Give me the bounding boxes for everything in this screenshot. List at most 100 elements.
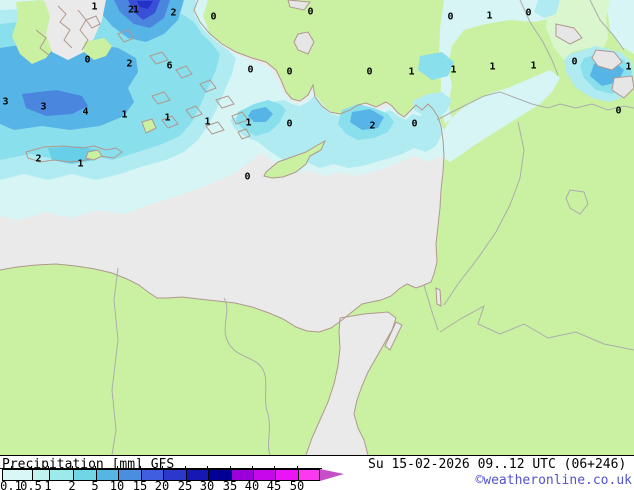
precip-sky-band-east bbox=[350, 109, 384, 130]
legend-segment bbox=[118, 470, 141, 480]
legend-tick-label: 45 bbox=[266, 479, 282, 490]
legend-divider bbox=[253, 470, 254, 480]
rhodes-island bbox=[141, 118, 157, 134]
attica-dry-land bbox=[84, 38, 112, 60]
legend-tick-label: 50 bbox=[289, 479, 305, 490]
greek-coast-squiggles bbox=[35, 5, 89, 57]
legend-tick-label: 15 bbox=[132, 479, 148, 490]
legend-divider bbox=[96, 470, 97, 480]
legend-tick bbox=[162, 466, 163, 469]
lake-van bbox=[591, 49, 623, 71]
legend-color-bar bbox=[2, 469, 320, 481]
legend-tick-label: 10 bbox=[109, 479, 125, 490]
lakes-layer bbox=[287, 0, 634, 215]
aegean-islands bbox=[85, 15, 251, 140]
legend-segment bbox=[49, 470, 73, 480]
legend-tick bbox=[297, 466, 298, 469]
precipitation-layer bbox=[0, 0, 634, 220]
precipitation-map: 1 21 2 0 0 0 1 0 0 2 6 0 0 0 1 1 1 1 0 1 3 3 4 1 1 1 1 0 2 0 0 2 1 0 bbox=[0, 0, 634, 455]
legend-tick bbox=[230, 466, 231, 469]
legend-segment bbox=[163, 470, 186, 480]
lake-marmara bbox=[287, 0, 311, 11]
legend-tick-label: 2 bbox=[68, 479, 76, 490]
legend-divider bbox=[298, 470, 299, 480]
legend-divider bbox=[49, 470, 50, 480]
borders-layer bbox=[111, 0, 634, 455]
legend-segment bbox=[96, 470, 118, 480]
legend-tick-label: 5 bbox=[91, 479, 99, 490]
map-bottom-border bbox=[0, 455, 634, 456]
precip-pale-right-strip bbox=[606, 0, 634, 54]
legend-divider bbox=[118, 470, 119, 480]
sinai-red-sea bbox=[306, 312, 396, 455]
border-jordan-saudi bbox=[439, 304, 634, 351]
legend-tick bbox=[140, 466, 141, 469]
legend-tick bbox=[252, 466, 253, 469]
legend-segment bbox=[141, 470, 163, 480]
legend-divider bbox=[32, 470, 33, 480]
legend-divider bbox=[163, 470, 164, 480]
border-egypt-israel bbox=[423, 284, 439, 331]
legend-segment bbox=[275, 470, 298, 480]
iraq-lake bbox=[565, 189, 589, 215]
legend-tick bbox=[72, 466, 73, 469]
legend-tick bbox=[11, 466, 12, 469]
legend-divider bbox=[73, 470, 74, 480]
forecast-datetime: Su 15-02-2026 09..12 UTC (06+246) bbox=[368, 457, 627, 472]
legend-tick-label: 1 bbox=[44, 479, 52, 490]
border-armenia-iran bbox=[589, 0, 625, 51]
gulf-of-aqaba bbox=[385, 322, 402, 350]
zagros-patch bbox=[611, 75, 634, 99]
crete-green-spot bbox=[85, 149, 103, 161]
precip-cyan-crete-spot bbox=[48, 146, 98, 164]
legend-tick-label: 35 bbox=[222, 479, 238, 490]
legend-divider bbox=[186, 470, 187, 480]
crete-outline bbox=[25, 145, 123, 163]
lake-tuz bbox=[293, 31, 315, 55]
river-nile bbox=[223, 297, 271, 455]
legend-segment bbox=[253, 470, 275, 480]
legend-underline bbox=[0, 468, 322, 469]
legend-tick bbox=[117, 466, 118, 469]
precip-max-ring3 bbox=[128, 0, 160, 20]
legend-tick bbox=[207, 466, 208, 469]
precip-light-ne-patch bbox=[534, 0, 560, 18]
legend-tick-label: 25 bbox=[177, 479, 193, 490]
precip-cyan-hatay bbox=[418, 52, 454, 80]
legend-tick-label: 40 bbox=[244, 479, 260, 490]
border-libya-egypt bbox=[111, 267, 119, 455]
armenia-highland bbox=[555, 23, 583, 45]
legend-divider bbox=[231, 470, 232, 480]
legend-tick bbox=[31, 466, 32, 469]
greece-dry-gray bbox=[44, 0, 106, 60]
legend-arrow-icon bbox=[320, 469, 344, 481]
precip-sky-band-west bbox=[248, 107, 273, 122]
legend-segment bbox=[32, 470, 49, 480]
copyright-watermark: ©weatheronline.co.uk bbox=[475, 473, 632, 488]
border-turkey-syria bbox=[436, 91, 634, 121]
coastline-layer bbox=[0, 0, 445, 455]
legend-segment bbox=[73, 470, 96, 480]
precip-mint-ne bbox=[546, 0, 610, 60]
legend-footer: Precipitation [mm] GFS 0.1 0.5 1 2 5 10 15 20 25… bbox=[0, 455, 634, 490]
legend-tick bbox=[185, 466, 186, 469]
border-syria-iraq bbox=[443, 121, 525, 306]
coast-dead-sea bbox=[435, 287, 442, 307]
legend-segment bbox=[186, 470, 208, 480]
legend-segment bbox=[231, 470, 253, 480]
legend-segment bbox=[208, 470, 231, 480]
legend-tick-label: 0.1 bbox=[0, 479, 22, 490]
coast-gulf-aqaba bbox=[384, 321, 403, 351]
legend-divider bbox=[208, 470, 209, 480]
precip-max-core bbox=[137, 1, 153, 9]
cyprus-island bbox=[263, 139, 327, 179]
legend-divider bbox=[141, 470, 142, 480]
legend-tick bbox=[48, 466, 49, 469]
legend-tick-label: 0.5 bbox=[20, 479, 42, 490]
legend-tick bbox=[95, 466, 96, 469]
legend-tick-label: 20 bbox=[154, 479, 170, 490]
legend-divider bbox=[275, 470, 276, 480]
legend-tick bbox=[274, 466, 275, 469]
greece-dry-land bbox=[12, 0, 58, 64]
